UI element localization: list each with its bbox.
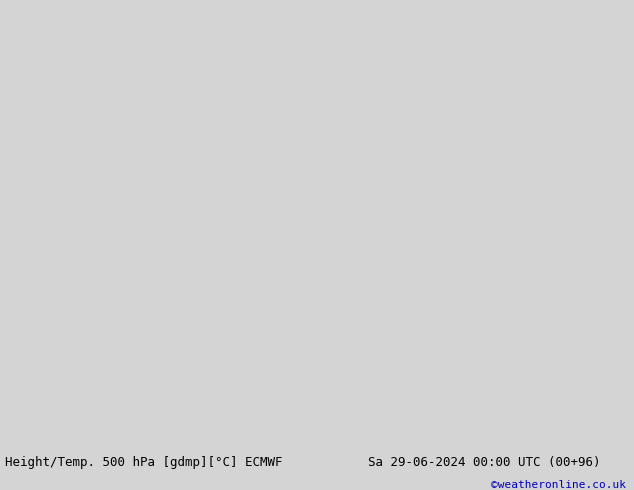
- Text: ©weatheronline.co.uk: ©weatheronline.co.uk: [491, 480, 626, 490]
- Text: Sa 29-06-2024 00:00 UTC (00+96): Sa 29-06-2024 00:00 UTC (00+96): [368, 456, 600, 469]
- Text: Height/Temp. 500 hPa [gdmp][°C] ECMWF: Height/Temp. 500 hPa [gdmp][°C] ECMWF: [5, 456, 283, 469]
